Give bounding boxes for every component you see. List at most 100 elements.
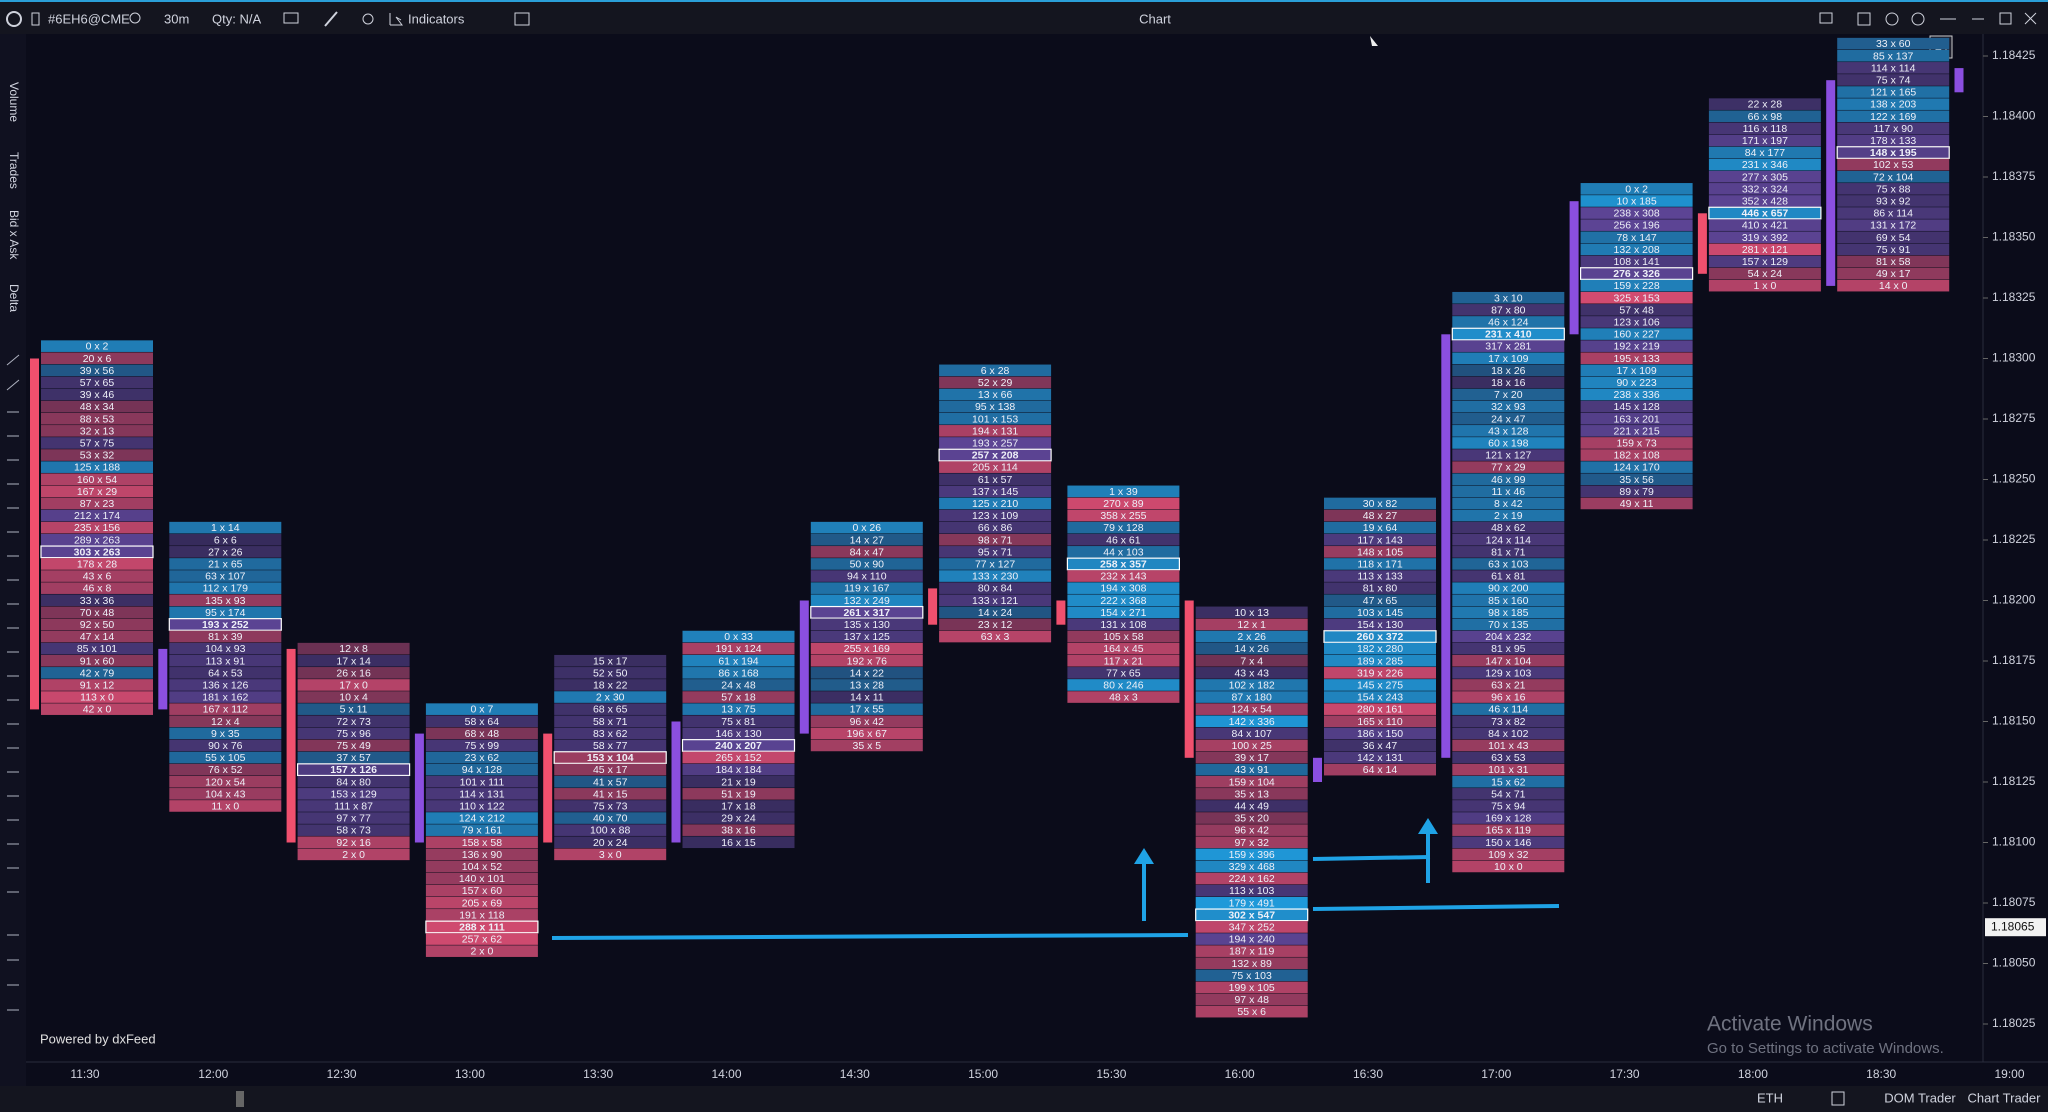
footprint-cell <box>1708 158 1821 171</box>
candle-body <box>1569 201 1579 335</box>
x-tick-label: 12:00 <box>198 1067 228 1081</box>
sidebar-label[interactable]: Delta <box>7 284 21 312</box>
app-icon[interactable] <box>6 11 22 27</box>
footprint-cell <box>682 727 795 740</box>
sidebar-label[interactable]: Trades <box>7 152 21 189</box>
footprint-cell-text: 265 x 152 <box>715 752 761 764</box>
footprint-cell-text: 10 x 4 <box>339 692 368 704</box>
footprint-cell <box>297 800 410 812</box>
close[interactable] <box>2024 12 2037 25</box>
footprint-cell-text: 12 x 1 <box>1237 619 1266 631</box>
footprint-cell <box>939 558 1052 570</box>
quantity[interactable]: Qty: N/A <box>212 11 261 26</box>
chart-trader[interactable]: Chart Trader <box>1968 1090 2042 1105</box>
footprint-cell-text: 90 x 76 <box>208 740 243 752</box>
link-icon[interactable] <box>31 12 40 26</box>
footprint-cell-text: 148 x 195 <box>1870 147 1917 159</box>
y-tick-label: 1.18350 <box>1992 230 2036 244</box>
footprint-cell <box>939 533 1052 546</box>
camera-icon[interactable] <box>1819 12 1833 24</box>
scrollbar-thumb[interactable] <box>236 1091 244 1107</box>
footprint-cell <box>939 570 1052 582</box>
y-tick-label: 1.18075 <box>1992 895 2036 909</box>
footprint-cell <box>1708 122 1821 135</box>
footprint-cell-text: 19 x 64 <box>1363 522 1398 534</box>
footprint-cell-text: 46 x 114 <box>1489 704 1529 716</box>
footprint-cell-text: 58 x 71 <box>593 716 628 728</box>
footprint-cell-text: 192 x 76 <box>847 655 887 667</box>
draw-icon[interactable] <box>324 11 338 27</box>
footprint-cell-text: 102 x 182 <box>1229 679 1275 691</box>
footprint-cell-text: 41 x 57 <box>593 776 628 788</box>
footprint-cell <box>1836 146 1950 159</box>
layout-icon[interactable] <box>514 12 530 26</box>
chart-type-icon[interactable] <box>283 12 299 24</box>
footprint-cell-text: 167 x 29 <box>77 486 117 498</box>
y-tick-label: 1.18100 <box>1992 835 2036 849</box>
footprint-cell-text: 258 x 357 <box>1100 558 1147 570</box>
footprint-cell <box>1452 437 1565 449</box>
indicators[interactable]: Indicators <box>408 11 465 26</box>
footprint-cell-text: 10 x 13 <box>1234 607 1269 619</box>
footprint-cell <box>41 533 153 546</box>
footprint-cell-text: 133 x 230 <box>972 571 1018 583</box>
fullscreen-icon[interactable] <box>1857 12 1871 26</box>
footprint-cell <box>1837 183 1950 195</box>
calendar-icon[interactable] <box>1831 1091 1845 1106</box>
footprint-cell <box>1195 654 1308 667</box>
indicators-icon[interactable] <box>389 13 403 26</box>
zoom-icon[interactable] <box>362 13 374 25</box>
footprint-cell <box>1579 267 1694 280</box>
footprint-cell <box>1195 667 1308 679</box>
timeframe[interactable]: 30m <box>164 11 189 26</box>
footprint-cell <box>1067 594 1180 607</box>
footprint-cell <box>939 485 1052 498</box>
footprint-cell-text: 0 x 26 <box>852 522 881 534</box>
footprint-cell <box>1837 110 1950 123</box>
footprint-cell-text: 61 x 81 <box>1491 571 1526 583</box>
footprint-cell-text: 102 x 53 <box>1873 159 1913 171</box>
footprint-cell <box>297 775 410 788</box>
footprint-cell <box>1708 219 1821 231</box>
candle-body <box>414 733 424 843</box>
footprint-cell <box>1837 62 1950 74</box>
footprint-cell-text: 1 x 0 <box>1754 280 1777 292</box>
footprint-cell <box>939 509 1052 522</box>
footprint-cell-text: 136 x 126 <box>202 679 248 691</box>
footprint-cell <box>1452 304 1565 316</box>
x-tick-label: 12:30 <box>327 1067 357 1081</box>
symbol[interactable]: #6EH6@CME <box>48 11 130 26</box>
footprint-cell <box>1067 630 1180 643</box>
settings-icon[interactable] <box>1911 12 1925 26</box>
x-tick-label: 19:00 <box>1994 1067 2024 1081</box>
footprint-cell <box>297 715 410 728</box>
footprint-cell-text: 75 x 94 <box>1491 800 1526 812</box>
footprint-cell <box>554 679 667 691</box>
footprint-cell-text: 21 x 19 <box>721 776 756 788</box>
sidebar-label[interactable]: Bid x Ask <box>7 210 21 260</box>
maximize[interactable] <box>1999 12 2012 25</box>
footprint-cell-text: 142 x 131 <box>1357 752 1403 764</box>
sidebar-label[interactable]: Volume <box>7 82 21 122</box>
footprint-cell-text: 98 x 185 <box>1488 607 1528 619</box>
tool-icons[interactable] <box>6 354 20 1011</box>
footprint-cell-text: 96 x 16 <box>1491 692 1526 704</box>
help-icon[interactable] <box>1885 12 1899 26</box>
footprint-cell <box>1324 558 1436 570</box>
footprint-cell <box>1708 195 1821 207</box>
plot: 1.18425 1.18400 1.18375 1.18350 1.18325 1.183… <box>30 37 2046 1081</box>
footprint-cell <box>1067 485 1180 498</box>
dom-trader[interactable]: DOM Trader <box>1884 1090 1956 1105</box>
footprint-cell-text: 117 x 21 <box>1104 655 1144 667</box>
footprint-cell <box>1580 219 1693 231</box>
footprint-cell <box>1324 594 1436 607</box>
footprint-cell-text: 75 x 49 <box>336 740 371 752</box>
footprint-cell <box>1195 715 1308 728</box>
footprint-cell-text: 6 x 6 <box>214 534 237 546</box>
footprint-cell <box>1580 195 1693 207</box>
footprint-cell-text: 108 x 141 <box>1614 256 1660 268</box>
footprint-cell <box>425 836 538 849</box>
footprint-cell <box>1452 400 1565 413</box>
search-icon[interactable] <box>129 12 141 24</box>
session[interactable]: ETH <box>1757 1090 1783 1105</box>
